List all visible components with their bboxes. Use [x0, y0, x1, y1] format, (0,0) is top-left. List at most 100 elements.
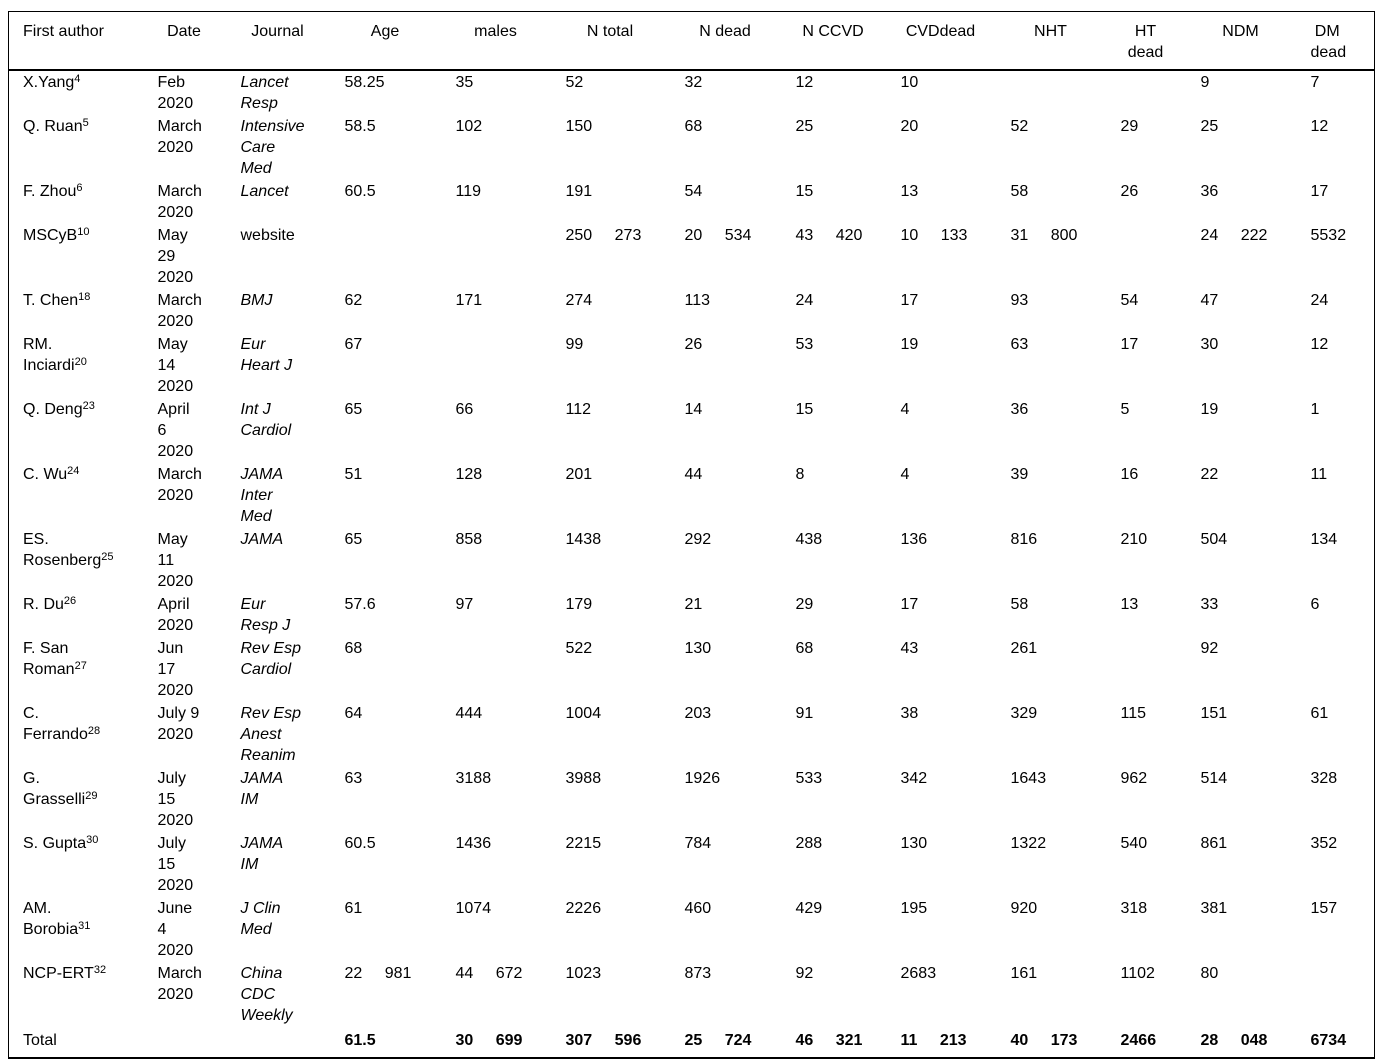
cell-males: 35: [455, 74, 474, 91]
cell-ht_dead: 962: [1120, 770, 1148, 787]
col-header-age: Age: [370, 23, 400, 40]
journal-name: BMJ: [240, 292, 273, 309]
cell-author: G. Grasselli29: [9, 767, 158, 832]
cell-nht: 816: [1010, 531, 1038, 548]
studies-table: First author Date Journal Age males N total N …: [8, 11, 1375, 1059]
table-row: Q. Ruan5 March 2020 Intensive Care Med 58.5…: [9, 115, 1375, 180]
cell-author: Q. Deng23: [9, 398, 158, 463]
cell-nht: 93: [1010, 292, 1029, 309]
cell-dm_dead: 12: [1310, 118, 1329, 135]
cell-n_ccvd: 12: [795, 74, 814, 91]
cell-journal: Lancet: [241, 180, 345, 224]
cell-nht: 261: [1010, 640, 1038, 657]
total-ht_dead: 2466: [1120, 1032, 1157, 1049]
cell-age: 58.5: [344, 118, 376, 135]
studies-table-container: First author Date Journal Age males N total N …: [8, 11, 1375, 1059]
cell-dm_dead: 12: [1310, 336, 1329, 353]
cell-n_dead: 54: [684, 183, 703, 200]
reference-superscript: 23: [82, 400, 95, 412]
cell-journal: JAMA: [241, 528, 345, 593]
cell-journal: BMJ: [241, 289, 345, 333]
cell-nht: 58: [1010, 596, 1029, 613]
cell-author: C. Ferrando28: [9, 702, 158, 767]
cell-ht_dead: 29: [1120, 118, 1139, 135]
total-row: Total 61.5 30 699 307 596 25 724 46 321 11 213…: [9, 1027, 1375, 1058]
header-row: First author Date Journal Age males N total N …: [8, 12, 1375, 70]
cell-ht_dead: [1121, 637, 1201, 702]
cell-n_total: 2215: [565, 835, 602, 852]
col-header-date: Date: [167, 23, 201, 40]
cell-n_dead: 44: [684, 466, 703, 483]
cell-nht: 1322: [1010, 835, 1047, 852]
cell-n_ccvd: 15: [795, 183, 814, 200]
cell-dm_dead: 17: [1310, 183, 1329, 200]
author-name: F. Zhou: [23, 183, 77, 200]
cell-author: RM. Inciardi20: [9, 333, 158, 398]
cell-ndm: 22: [1200, 466, 1219, 483]
cell-n_ccvd: 288: [795, 835, 823, 852]
cell-ht_dead: 318: [1120, 900, 1148, 917]
author-name: ES. Rosenberg: [23, 531, 102, 569]
cell-ht_dead: 540: [1120, 835, 1148, 852]
cell-cvd_dead: 4: [900, 466, 910, 483]
cell-males: 119: [455, 183, 482, 200]
cell-n_total: 1023: [565, 965, 602, 982]
cell-date: March 2020: [157, 965, 202, 1003]
cell-ndm: 36: [1200, 183, 1219, 200]
col-header-dm_dead: DM dead: [1310, 23, 1347, 61]
cell-cvd_dead: 130: [900, 835, 928, 852]
cell-males: 858: [455, 531, 483, 548]
cell-journal: website: [241, 224, 345, 289]
cell-author: F. San Roman27: [9, 637, 158, 702]
cell-ndm: 151: [1200, 705, 1228, 722]
cell-ndm: 381: [1200, 900, 1228, 917]
journal-name: Eur Heart J: [240, 336, 293, 374]
cell-ht_dead: [1121, 224, 1201, 289]
cell-n_ccvd: 53: [795, 336, 814, 353]
cell-nht: 161: [1010, 965, 1038, 982]
cell-n_total: 99: [565, 336, 584, 353]
cell-n_total: 274: [565, 292, 593, 309]
cell-ndm: 514: [1200, 770, 1228, 787]
cell-date: July 15 2020: [157, 770, 194, 829]
cell-dm_dead: [1311, 637, 1375, 702]
total-age: 61.5: [344, 1032, 376, 1049]
reference-superscript: 10: [77, 226, 90, 238]
cell-n_ccvd: 25: [795, 118, 814, 135]
cell-journal: Rev Esp Anest Reanim: [241, 702, 345, 767]
cell-ht_dead: 1102: [1120, 965, 1155, 982]
cell-date: May 14 2020: [157, 336, 194, 395]
author-name: MSCyB: [23, 227, 78, 244]
author-name: F. San Roman: [23, 640, 75, 678]
cell-age: 65: [344, 401, 363, 418]
cell-age: 67: [344, 336, 363, 353]
cell-nht: 31 800: [1010, 227, 1078, 244]
col-header-ht_dead: HT dead: [1127, 23, 1164, 61]
author-name: C. Wu: [23, 466, 68, 483]
cell-ndm: 9: [1200, 74, 1210, 91]
cell-dm_dead: [1311, 962, 1375, 1027]
cell-males: 66: [455, 401, 474, 418]
total-n_total: 307 596: [565, 1032, 642, 1049]
reference-superscript: 18: [78, 291, 91, 303]
table-row: C. Wu24 March 2020 JAMA Inter Med 51 128 201 4…: [9, 463, 1375, 528]
cell-ndm: 30: [1200, 336, 1219, 353]
cell-n_dead: 26: [684, 336, 703, 353]
cell-age: 58.25: [344, 74, 385, 91]
author-name: C. Ferrando: [23, 705, 88, 743]
cell-journal: Intensive Care Med: [241, 115, 345, 180]
total-spacer-date: [158, 1027, 241, 1058]
reference-superscript: 20: [74, 356, 87, 368]
col-header-n_ccvd: N CCVD: [802, 23, 864, 40]
cell-n_total: 522: [565, 640, 593, 657]
col-header-author: First author: [23, 23, 104, 40]
table-row: RM. Inciardi20 May 14 2020 Eur Heart J 67 99…: [9, 333, 1375, 398]
cell-n_total: 150: [565, 118, 593, 135]
cell-n_dead: 292: [684, 531, 712, 548]
cell-dm_dead: 352: [1310, 835, 1338, 852]
cell-date: March 2020: [157, 292, 202, 330]
cell-males: 3188: [455, 770, 492, 787]
cell-ht_dead: 13: [1120, 596, 1139, 613]
reference-superscript: 28: [87, 725, 101, 737]
cell-ndm: 24 222: [1200, 227, 1268, 244]
